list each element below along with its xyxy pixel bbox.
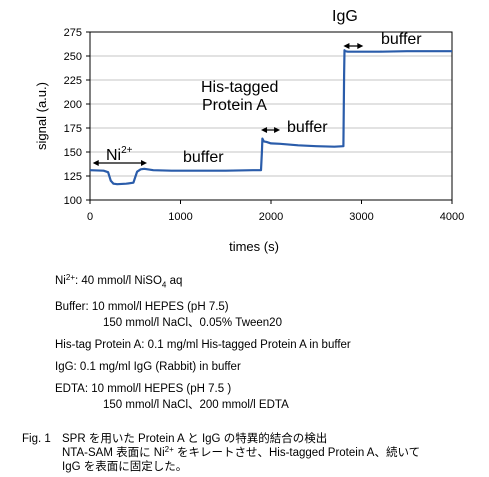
plot-frame xyxy=(89,31,453,201)
spr-chart: 100 125 150 175 200 225 250 275 0 1000 2000 3000 400… xyxy=(34,8,465,254)
annotation-buffer-1: buffer xyxy=(183,149,224,166)
caption-line-3: IgG を表面に固定した。 xyxy=(62,461,188,473)
caption-line-1: SPR を用いた Protein A と IgG の特異的結合の検出 xyxy=(62,433,328,445)
x-tick-label: 0 xyxy=(87,211,93,223)
y-tick-label: 100 xyxy=(64,195,82,207)
note-histag: His-tag Protein A: 0.1 mg/ml His-tagged … xyxy=(55,339,351,352)
y-tick-label: 275 xyxy=(64,27,82,39)
y-tick-label: 250 xyxy=(64,51,82,63)
double-arrow xyxy=(92,160,148,166)
x-tick-label: 3000 xyxy=(349,211,373,223)
note-ni: Ni2+: 40 mmol/l NiSO4 aq xyxy=(55,273,183,290)
tick-labels: 100 125 150 175 200 225 250 275 0 1000 2000 3000 400… xyxy=(64,27,465,223)
annotation-buffer-3: buffer xyxy=(381,31,422,48)
note-edta-cont: 150 mmol/l NaCl、200 mmol/l EDTA xyxy=(103,399,289,412)
annotation-histag-line1: His-tagged xyxy=(201,79,278,96)
figure-caption: Fig. 1 SPR を用いた Protein A と IgG の特異的結合の検出… xyxy=(22,432,420,474)
note-edta: EDTA: 10 mmol/l HEPES (pH 7.5 ) xyxy=(55,383,232,396)
double-arrow xyxy=(343,43,364,49)
annotation-ni: Ni2+ xyxy=(106,145,133,164)
axis-ticks xyxy=(86,31,453,204)
y-axis-label: signal (a.u.) xyxy=(34,82,49,150)
note-igg: IgG: 0.1 mg/ml IgG (Rabbit) in buffer xyxy=(55,361,241,374)
y-tick-label: 125 xyxy=(64,171,82,183)
annotation-buffer-2: buffer xyxy=(287,119,328,136)
y-tick-label: 150 xyxy=(64,147,82,159)
x-tick-label: 2000 xyxy=(259,211,283,223)
caption-line-2: NTA-SAM 表面に Ni2+ をキレートさせ、His-tagged Prot… xyxy=(62,445,421,459)
y-tick-label: 200 xyxy=(64,99,82,111)
annotation-arrows xyxy=(92,43,364,166)
note-buffer-cont: 150 mmol/l NaCl、0.05% Tween20 xyxy=(103,317,282,330)
note-buffer: Buffer: 10 mmol/l HEPES (pH 7.5) xyxy=(55,301,229,314)
x-tick-label: 4000 xyxy=(440,211,464,223)
annotation-igg: IgG xyxy=(332,8,358,25)
signal-series-line xyxy=(89,49,452,186)
double-arrow xyxy=(261,127,281,133)
x-tick-label: 1000 xyxy=(168,211,192,223)
y-tick-label: 225 xyxy=(64,75,82,87)
experimental-conditions: Ni2+: 40 mmol/l NiSO4 aq Buffer: 10 mmol… xyxy=(55,273,351,413)
figure-number: Fig. 1 xyxy=(22,433,51,445)
y-tick-label: 175 xyxy=(64,123,82,135)
x-axis-label: times (s) xyxy=(229,239,279,254)
annotation-histag-line2: Protein A xyxy=(202,97,267,114)
y-gridlines xyxy=(90,31,452,177)
